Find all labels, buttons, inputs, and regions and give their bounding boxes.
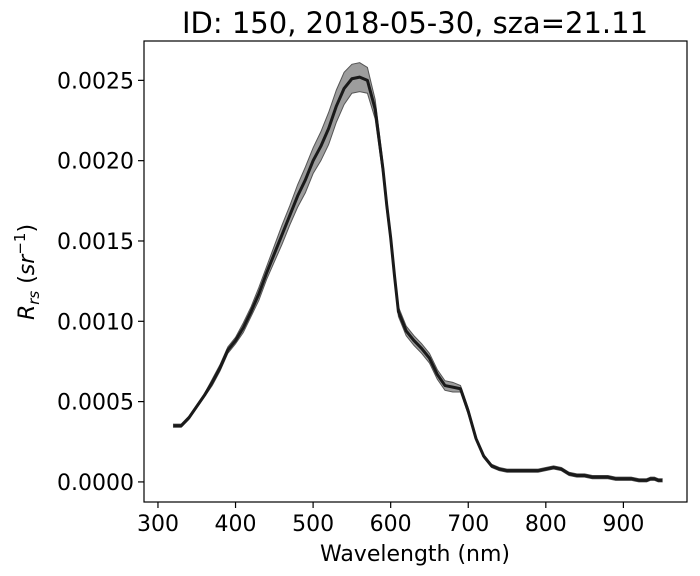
y-tick-label: 0.0015 — [57, 230, 134, 255]
y-label-sup: −1 — [11, 233, 29, 255]
plot-area — [172, 62, 663, 483]
plot-frame — [143, 40, 688, 503]
x-tick-label: 400 — [215, 512, 257, 537]
y-label-unit: sr — [15, 253, 40, 275]
x-tick-label: 900 — [602, 512, 644, 537]
y-axis: 0.0000 0.0005 0.0010 0.0015 0.0020 0.0025 — [57, 69, 144, 496]
y-tick-label: 0.0020 — [57, 150, 134, 175]
y-axis-label: Rrs (sr−1) — [11, 224, 43, 320]
x-axis-label: Wavelength (nm) — [320, 542, 510, 567]
y-label-open: ( — [15, 275, 40, 291]
x-axis: 300 400 500 600 700 800 900 — [137, 502, 644, 537]
y-label-sub: rs — [25, 291, 43, 305]
y-label-main: R — [15, 305, 40, 320]
y-tick-label: 0.0005 — [57, 391, 134, 416]
y-tick-label: 0.0010 — [57, 310, 134, 335]
x-tick-label: 500 — [292, 512, 334, 537]
y-label-close: ) — [15, 224, 40, 233]
x-tick-label: 300 — [137, 512, 179, 537]
x-tick-label: 700 — [447, 512, 489, 537]
x-tick-label: 800 — [525, 512, 567, 537]
uncertainty-band — [172, 62, 663, 483]
y-tick-label: 0.0025 — [57, 69, 134, 94]
y-tick-label: 0.0000 — [57, 471, 134, 496]
chart-title: ID: 150, 2018-05-30, sza=21.11 — [182, 6, 648, 40]
x-tick-label: 600 — [370, 512, 412, 537]
mean-spectrum-line — [173, 75, 663, 482]
